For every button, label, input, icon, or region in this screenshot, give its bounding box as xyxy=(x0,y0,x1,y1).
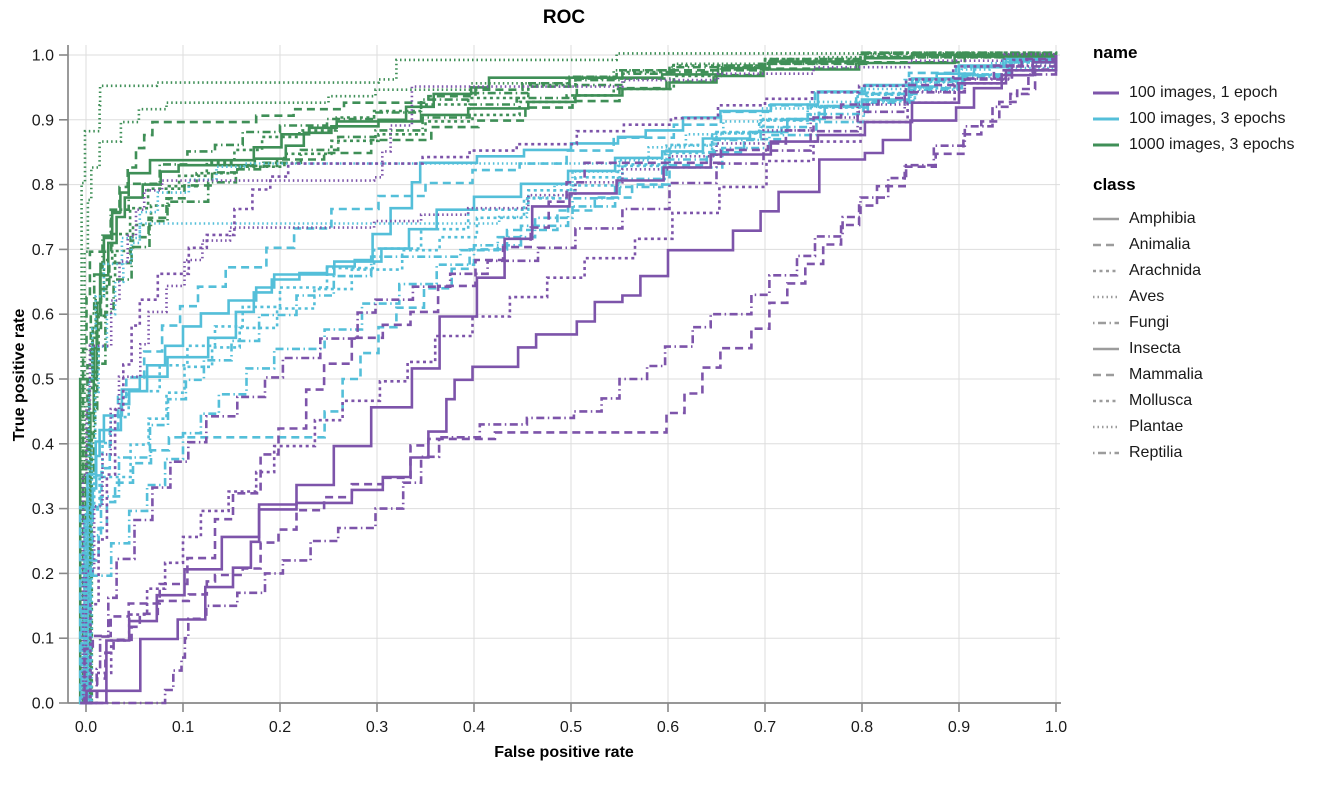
legend-label: 1000 images, 3 epochs xyxy=(1129,136,1295,153)
y-tick-label: 0.6 xyxy=(32,307,54,324)
roc-curve xyxy=(81,55,1058,705)
legend-swatch-line xyxy=(1093,91,1119,95)
legend-swatch-line xyxy=(1093,347,1119,351)
x-tick-label: 0.0 xyxy=(75,719,97,736)
legend-entry-class: Plantae xyxy=(1093,414,1333,440)
x-tick-label: 0.6 xyxy=(657,719,679,736)
legend-entry-class: Fungi xyxy=(1093,310,1333,336)
roc-curve xyxy=(86,55,1058,705)
legend-name-title: name xyxy=(1093,43,1138,62)
y-tick-label: 0.4 xyxy=(32,436,54,453)
legend-swatch-line xyxy=(1093,295,1119,299)
legend-entry-class: Animalia xyxy=(1093,232,1333,258)
legend-label: Fungi xyxy=(1129,314,1170,331)
x-tick-label: 0.4 xyxy=(463,719,485,736)
y-tick-label: 0.9 xyxy=(32,112,54,129)
legend-label: Mollusca xyxy=(1129,392,1193,409)
legend-swatch-line xyxy=(1093,425,1119,429)
roc-curve xyxy=(80,55,1058,705)
legend: name 100 images, 1 epoch 100 images, 3 epo… xyxy=(1093,42,1333,466)
roc-curve xyxy=(89,55,1058,705)
legend-swatch-line xyxy=(1093,399,1119,403)
legend-label: Mammalia xyxy=(1129,366,1203,383)
legend-swatch-line xyxy=(1093,451,1119,455)
x-tick-label: 0.7 xyxy=(754,719,776,736)
legend-entry-name: 1000 images, 3 epochs xyxy=(1093,132,1333,158)
legend-entry-class: Mollusca xyxy=(1093,388,1333,414)
roc-curve xyxy=(83,55,1058,705)
x-tick-label: 0.3 xyxy=(366,719,388,736)
legend-label: Animalia xyxy=(1129,236,1191,253)
y-tick-label: 0.7 xyxy=(32,242,54,259)
legend-label: Insecta xyxy=(1129,340,1181,357)
roc-curve xyxy=(89,51,1058,705)
x-tick-label: 1.0 xyxy=(1045,719,1067,736)
x-tick-label: 0.9 xyxy=(948,719,970,736)
legend-entry-class: Aves xyxy=(1093,284,1333,310)
legend-entry-class: Mammalia xyxy=(1093,362,1333,388)
legend-label: Amphibia xyxy=(1129,210,1196,227)
legend-label: Arachnida xyxy=(1129,262,1202,279)
legend-label: Aves xyxy=(1129,288,1165,305)
x-tick-label: 0.1 xyxy=(172,719,194,736)
roc-plot-canvas: 0.0 0.1 0.2 0.3 0.4 0.5 0.6 0.7 0.8 0.9 1.0 0.0 0.1 0… xyxy=(32,45,1067,736)
x-axis-title: False positive rate xyxy=(494,744,634,761)
legend-swatch-line xyxy=(1093,269,1119,273)
legend-swatch-line xyxy=(1093,243,1119,247)
roc-curve xyxy=(80,55,1058,705)
legend-entry-name: 100 images, 1 epoch xyxy=(1093,80,1333,106)
x-tick-label: 0.2 xyxy=(269,719,291,736)
legend-entry-name: 100 images, 3 epochs xyxy=(1093,106,1333,132)
legend-label: Plantae xyxy=(1129,418,1184,435)
legend-swatch-line xyxy=(1093,117,1119,121)
legend-entry-class: Amphibia xyxy=(1093,206,1333,232)
legend-entry-class: Insecta xyxy=(1093,336,1333,362)
legend-label: 100 images, 1 epoch xyxy=(1129,84,1278,101)
legend-swatch-line xyxy=(1093,373,1119,377)
roc-curve xyxy=(90,55,1058,705)
roc-curve xyxy=(86,52,1058,705)
roc-curve xyxy=(83,55,1058,705)
x-tick-label: 0.8 xyxy=(851,719,873,736)
roc-curve xyxy=(84,55,1058,705)
roc-curve xyxy=(84,55,1058,705)
legend-entry-class: Reptilia xyxy=(1093,440,1333,466)
y-tick-label: 0.2 xyxy=(32,566,54,583)
roc-curve xyxy=(81,52,1058,705)
roc-curve xyxy=(83,55,1058,705)
y-axis-title: True positive rate xyxy=(11,308,28,442)
y-tick-label: 1.0 xyxy=(32,48,54,65)
roc-curve xyxy=(88,55,1058,705)
y-tick-label: 0.8 xyxy=(32,177,54,194)
legend-label: 100 images, 3 epochs xyxy=(1129,110,1286,127)
legend-class-title: class xyxy=(1093,175,1136,194)
y-tick-label: 0.1 xyxy=(32,631,54,648)
roc-curve xyxy=(80,55,1058,705)
legend-entry-class: Arachnida xyxy=(1093,258,1333,284)
legend-swatch-line xyxy=(1093,143,1119,147)
y-tick-label: 0.0 xyxy=(32,696,54,713)
legend-swatch-line xyxy=(1093,321,1119,325)
roc-curve xyxy=(81,55,1058,705)
legend-label: Reptilia xyxy=(1129,444,1183,461)
legend-swatch-line xyxy=(1093,217,1119,221)
roc-curve xyxy=(81,55,1058,705)
roc-curve xyxy=(83,55,1058,705)
y-tick-label: 0.5 xyxy=(32,372,54,389)
x-tick-label: 0.5 xyxy=(560,719,582,736)
roc-curve xyxy=(87,55,1058,705)
roc-curve xyxy=(89,55,1058,705)
y-tick-label: 0.3 xyxy=(32,501,54,518)
chart-title: ROC xyxy=(542,7,586,28)
